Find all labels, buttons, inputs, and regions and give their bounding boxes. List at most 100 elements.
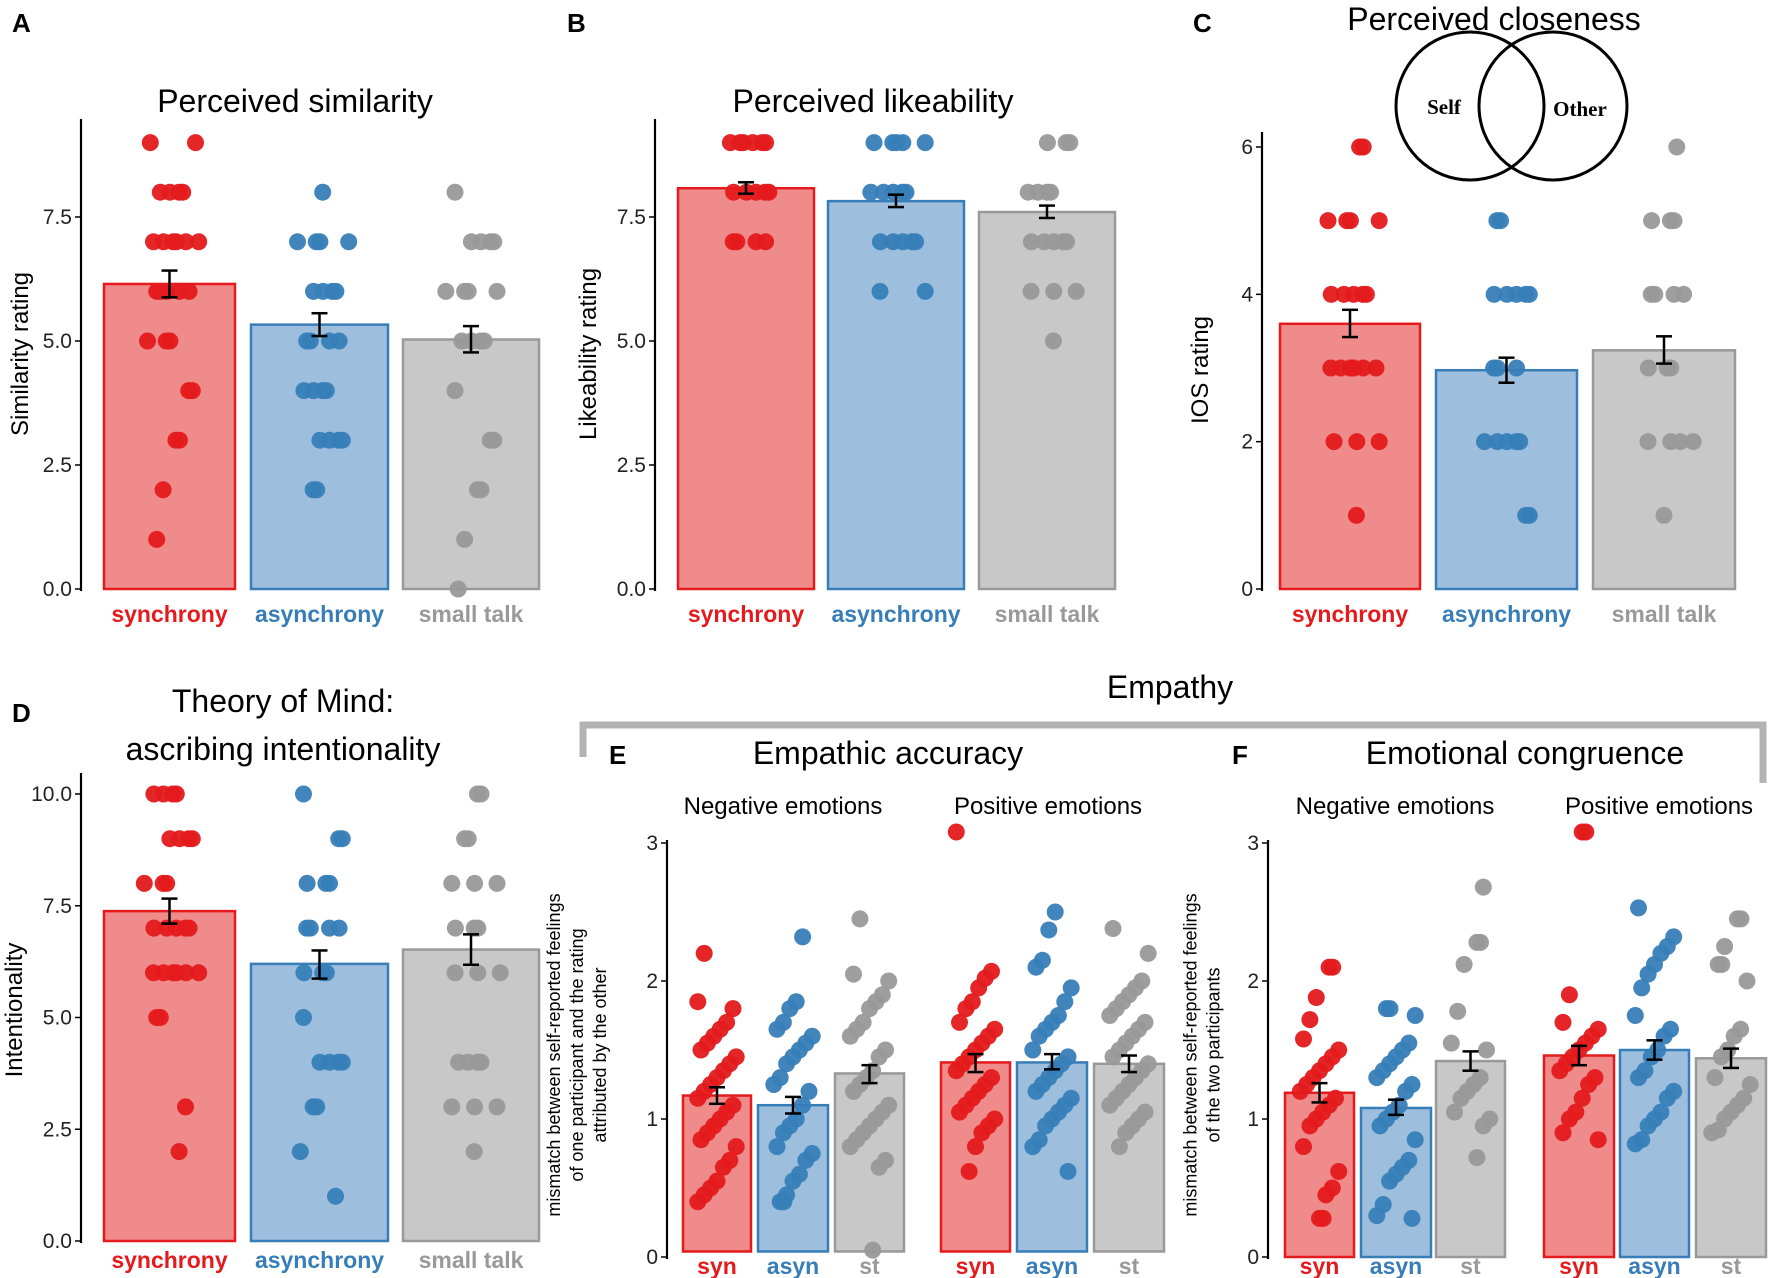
data-point-asynchrony [916,282,934,300]
y-tick-label: 7.5 [43,895,72,918]
data-point-synchrony [161,183,179,201]
venn-other-label: Other [1553,97,1607,121]
panel-a: 0.0 2.5 5.0 7.5 Similarity rating synchrony as… [7,119,541,627]
data-point-synchrony [1314,1209,1332,1227]
data-point-asynchrony [1403,1209,1421,1227]
y-tick-label: 0 [646,1246,658,1269]
data-point-asynchrony [1030,1027,1048,1045]
bar-group-positive: syn asyn st [1542,823,1768,1278]
data-point-small_talk [1058,233,1076,251]
data-point-synchrony [1345,285,1363,303]
data-point-asynchrony [1024,1138,1042,1156]
data-point-small_talk [1117,1124,1135,1142]
panel-d: 0.0 2.5 5.0 7.5 10.0 Intentionality synchrony a… [1,773,541,1273]
data-point-small_talk [841,1027,859,1045]
bar-group-negative: syn asyn st [1283,878,1507,1278]
data-point-small_talk [485,233,503,251]
data-point-asynchrony [321,431,338,449]
data-point-synchrony [744,134,762,152]
y-tick-label: 0.0 [43,1230,72,1253]
y-axis-label: of the two participants [1204,967,1224,1142]
data-point-synchrony [183,382,201,400]
data-point-synchrony [1341,212,1359,230]
data-point-small_talk [1045,233,1063,251]
data-point-asynchrony [1397,1082,1415,1100]
y-tick-label: 7.5 [617,206,646,229]
data-point-synchrony [692,1041,710,1059]
category-label-asynchrony: asynchrony [255,601,384,627]
data-point-asynchrony [774,1124,792,1142]
data-point-asynchrony [1024,1041,1042,1059]
category-label-asynchrony: asyn [767,1253,819,1278]
data-point-synchrony [1354,359,1372,377]
category-label-synchrony: synchrony [111,601,228,627]
subtitle-e-positive: Positive emotions [954,793,1142,820]
y-axis-label: IOS rating [1187,316,1214,424]
category-label-small_talk: small talk [419,1247,524,1273]
subtitle-f-positive: Positive emotions [1565,793,1753,820]
data-point-small_talk [472,1053,490,1071]
data-point-asynchrony [1626,1135,1644,1153]
data-point-synchrony [731,134,749,152]
category-label-asynchrony: asyn [1370,1253,1422,1278]
bar-small_talk [401,948,541,1243]
y-tick-label: 1 [646,1108,658,1131]
data-point-small_talk [851,910,869,928]
data-point-small_talk [1442,1034,1460,1052]
data-point-asynchrony [321,1053,338,1071]
category-label-asynchrony: asynchrony [1442,601,1571,627]
category-label-synchrony: synchrony [111,1247,228,1273]
category-label-small_talk: small talk [419,601,524,627]
bar-synchrony [102,909,237,1243]
data-point-asynchrony [884,183,902,201]
panel-letter-e: E [609,740,626,770]
data-point-synchrony [1301,1117,1319,1135]
y-tick-label: 2.5 [617,454,646,477]
data-point-asynchrony [1368,1069,1386,1087]
data-point-small_talk [1668,138,1686,156]
data-point-asynchrony [871,282,889,300]
data-point-asynchrony [330,919,348,937]
data-point-small_talk [1474,1117,1492,1135]
category-label-small_talk: st [1119,1253,1140,1278]
data-point-asynchrony [1046,903,1064,921]
data-point-asynchrony [797,1151,815,1169]
data-point-asynchrony [1381,1172,1399,1190]
y-tick-label: 3 [646,832,658,855]
data-point-asynchrony [1508,359,1525,377]
data-point-asynchrony [327,1187,344,1205]
data-point-asynchrony [794,1096,812,1114]
category-label-asynchrony: asyn [1628,1253,1680,1278]
data-point-small_talk [1665,212,1683,230]
data-point-small_talk [443,1098,461,1116]
y-tick-label: 2 [1247,970,1259,993]
data-point-asynchrony [865,134,883,152]
data-point-small_talk [1455,955,1473,973]
panel-f: 0 1 2 3 mismatch between self-reported feeli… [1181,823,1768,1278]
data-point-asynchrony [1658,1089,1676,1107]
data-point-synchrony [967,1138,984,1156]
data-point-small_talk [1643,212,1661,230]
data-point-synchrony [1577,823,1595,841]
data-point-small_talk [1044,332,1062,350]
data-point-asynchrony [314,183,332,201]
data-point-asynchrony [333,431,351,449]
ios-venn-diagram: Self Other [1394,30,1629,182]
title-d-line1: Theory of Mind: [172,683,394,719]
data-point-small_talk [459,1053,477,1071]
data-point-asynchrony [894,233,912,251]
data-point-synchrony [1330,1162,1348,1180]
data-point-synchrony [180,282,198,300]
data-point-asynchrony [317,964,335,982]
panel-letter-f: F [1232,740,1248,770]
data-point-synchrony [757,134,775,152]
data-point-asynchrony [314,282,332,300]
data-point-small_talk [459,830,477,848]
data-point-synchrony [1580,1076,1598,1093]
data-point-small_talk [841,1138,859,1156]
data-point-small_talk [1452,1089,1470,1107]
data-point-synchrony [689,993,707,1011]
data-point-synchrony [1348,433,1366,451]
data-point-small_talk [870,1048,888,1066]
